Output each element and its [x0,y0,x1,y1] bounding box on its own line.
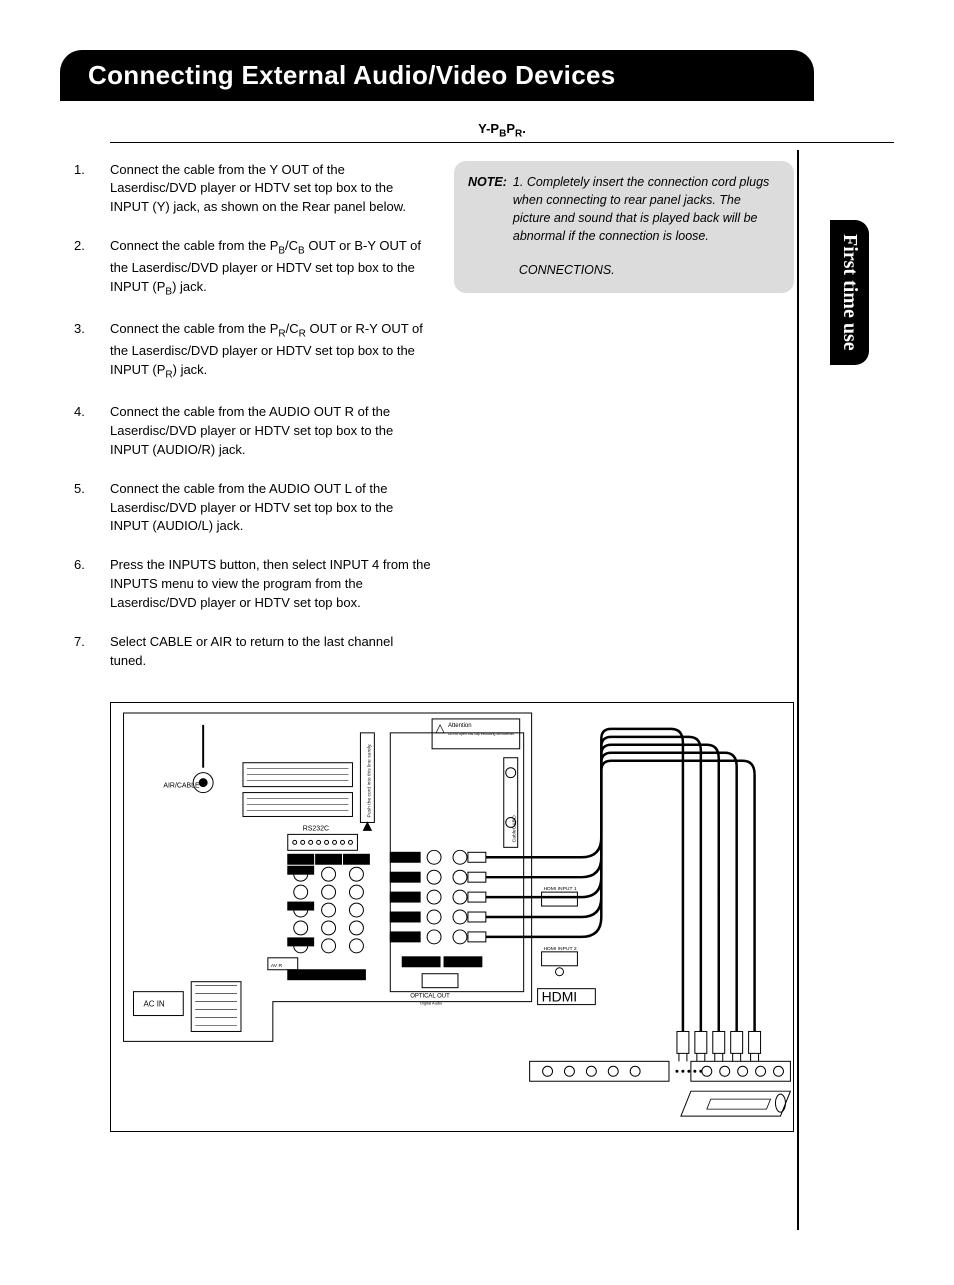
note-number: 1. [513,175,523,189]
svg-text:CableCARD: CableCARD [512,815,518,842]
step-number: 2. [60,237,110,300]
svg-text:TV_AB: TV_AB [289,940,302,945]
note-body: Completely insert the connection cord pl… [513,175,769,243]
step-item: 5.Connect the cable from the AUDIO OUT L… [60,480,432,537]
step-body: Connect the cable from the AUDIO OUT R o… [110,403,432,460]
svg-text:S-VIDEO: S-VIDEO [345,858,361,863]
step-item: 4.Connect the cable from the AUDIO OUT R… [60,403,432,460]
note-box: NOTE: 1. Completely insert the connectio… [454,161,794,294]
step-number: 1. [60,161,110,218]
side-tab-first-time-use: First time use [830,220,869,365]
step-body: Connect the cable from the Y OUT of the … [110,161,432,218]
step-item: 3.Connect the cable from the PR/CR OUT o… [60,320,432,383]
svg-text:PR: PR [392,896,398,901]
step-number: 7. [60,633,110,671]
svg-text:PB: PB [392,876,398,881]
svg-text:AIR/CABLE: AIR/CABLE [163,783,200,790]
svg-text:Digital Audio: Digital Audio [420,1001,443,1006]
svg-text:Attention: Attention [448,723,472,729]
svg-text:RS232C: RS232C [303,826,329,833]
svg-text:INPUT4: INPUT4 [446,960,464,966]
page-title: Connecting External Audio/Video Devices [60,50,814,101]
svg-text:AC IN: AC IN [143,1000,164,1009]
svg-text:MONO: MONO [289,905,301,910]
rear-panel-diagram: AIR/CABLE Push the cord into this line su… [110,702,794,1132]
divider-vertical [797,150,799,1230]
step-body: Select CABLE or AIR to return to the las… [110,633,432,671]
step-item: 1.Connect the cable from the Y OUT of th… [60,161,432,218]
step-number: 4. [60,403,110,460]
svg-text:Y-VIDEO: Y-VIDEO [392,856,408,861]
subheading-row: Y-PBPR. [110,121,894,143]
step-item: 2.Connect the cable from the PB/CB OUT o… [60,237,432,300]
step-body: Press the INPUTS button, then select INP… [110,556,432,613]
step-body: Connect the cable from the AUDIO OUT L o… [110,480,432,537]
subheading-ypbpr: Y-PBPR. [362,121,642,140]
step-item: 6.Press the INPUTS button, then select I… [60,556,432,613]
note-label: NOTE: [468,173,507,280]
svg-text:HDMI: HDMI [542,989,578,1005]
step-item: 7.Select CABLE or AIR to return to the l… [60,633,432,671]
steps-column: 1.Connect the cable from the Y OUT of th… [60,161,432,691]
svg-text:AUDIO: AUDIO [392,915,405,920]
svg-text:OPTICAL OUT: OPTICAL OUT [410,994,450,1000]
diagram-container: AIR/CABLE Push the cord into this line su… [110,702,794,1137]
note-column: NOTE: 1. Completely insert the connectio… [454,161,794,691]
svg-text:Do not open this cap excluding: Do not open this cap excluding servicema… [448,732,515,736]
svg-text:INPUT3: INPUT3 [404,960,422,966]
note-connections: CONNECTIONS. [519,261,780,279]
svg-text:AV R: AV R [271,963,283,969]
step-body: Connect the cable from the PB/CB OUT or … [110,237,432,300]
svg-text:VIDEO: VIDEO [289,869,301,874]
svg-text:HDMI INPUT 2: HDMI INPUT 2 [544,946,577,952]
svg-text:S-VIDEO: S-VIDEO [290,858,306,863]
svg-text:S-VIDEO: S-VIDEO [318,858,334,863]
content-row: 1.Connect the cable from the Y OUT of th… [60,161,794,691]
svg-text:HDMI INPUT 1: HDMI INPUT 1 [544,887,577,893]
svg-text:Push the cord into this line s: Push the cord into this line surely. [366,744,372,818]
svg-text:INPUT1 INPUT2: INPUT1 INPUT2 [293,973,330,979]
step-number: 6. [60,556,110,613]
step-number: 3. [60,320,110,383]
step-number: 5. [60,480,110,537]
step-body: Connect the cable from the PR/CR OUT or … [110,320,432,383]
